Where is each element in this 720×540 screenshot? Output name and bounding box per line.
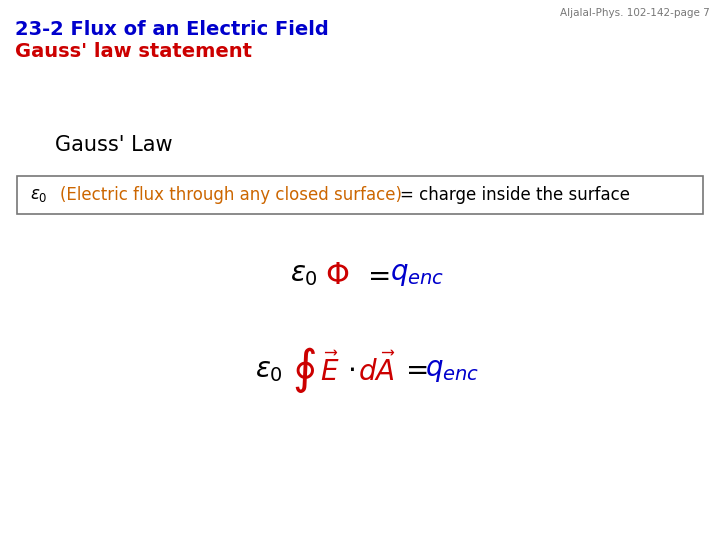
Text: Aljalal-Phys. 102-142-page 7: Aljalal-Phys. 102-142-page 7 (560, 8, 710, 18)
Text: = charge inside the surface: = charge inside the surface (400, 186, 630, 204)
Text: $\vec{E}$: $\vec{E}$ (320, 353, 340, 387)
Text: $\varepsilon_0$: $\varepsilon_0$ (30, 186, 48, 204)
Text: $\epsilon_0$: $\epsilon_0$ (255, 356, 283, 383)
Text: $\cdot$: $\cdot$ (347, 356, 355, 383)
Text: Gauss' Law: Gauss' Law (55, 135, 173, 155)
Text: $q_{enc}$: $q_{enc}$ (425, 356, 480, 383)
Text: Gauss' law statement: Gauss' law statement (15, 42, 252, 61)
Text: $=$: $=$ (400, 356, 428, 383)
Text: $\oint$: $\oint$ (292, 345, 316, 395)
Text: $q_{enc}$: $q_{enc}$ (390, 261, 444, 288)
Text: $=$: $=$ (362, 261, 390, 288)
Text: 23-2 Flux of an Electric Field: 23-2 Flux of an Electric Field (15, 20, 329, 39)
Text: $\Phi$: $\Phi$ (325, 260, 349, 291)
Text: (Electric flux through any closed surface): (Electric flux through any closed surfac… (60, 186, 402, 204)
FancyBboxPatch shape (17, 176, 703, 214)
Text: $\epsilon_0$: $\epsilon_0$ (290, 261, 318, 288)
Text: $d\vec{A}$: $d\vec{A}$ (358, 353, 396, 387)
